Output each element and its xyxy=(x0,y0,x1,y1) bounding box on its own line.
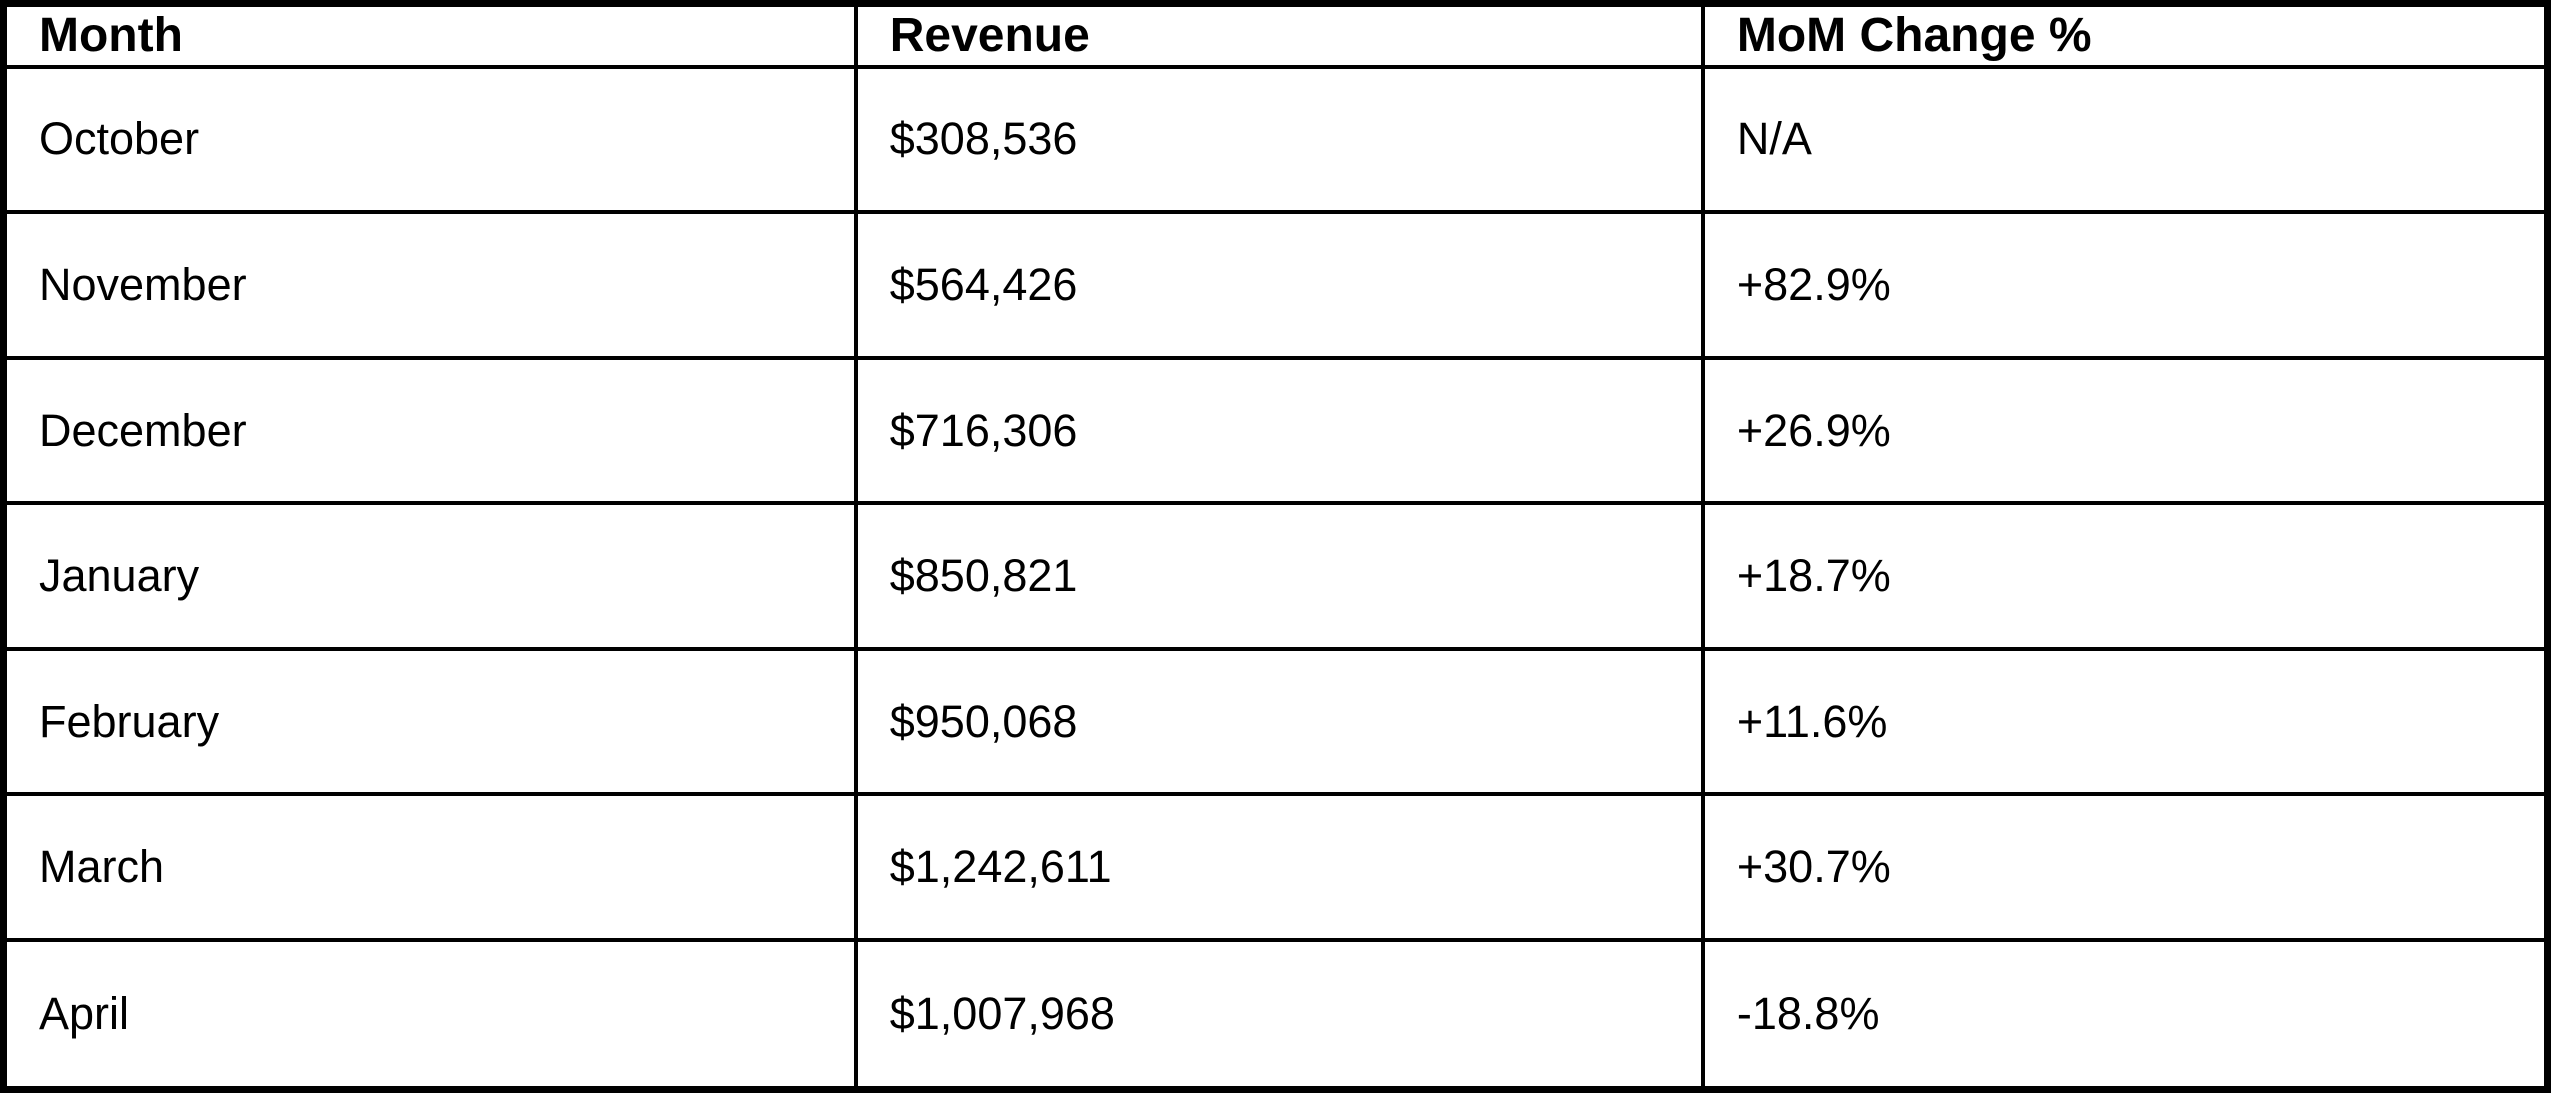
cell-month: February xyxy=(1,646,858,797)
cell-mom-change: +26.9% xyxy=(1700,355,2550,506)
table-row: January $850,821 +18.7% xyxy=(1,501,2550,651)
header-cell-revenue: Revenue xyxy=(853,1,1705,69)
table-row: March $1,242,611 +30.7% xyxy=(1,792,2550,943)
table-row: April $1,007,968 -18.8% xyxy=(1,938,2550,1092)
cell-mom-change: +11.6% xyxy=(1700,646,2550,797)
cell-month: April xyxy=(1,938,858,1092)
cell-mom-change: +82.9% xyxy=(1700,210,2550,360)
cell-month: December xyxy=(1,355,858,506)
cell-revenue: $716,306 xyxy=(853,355,1705,506)
cell-month: January xyxy=(1,501,858,651)
cell-mom-change: -18.8% xyxy=(1700,938,2550,1092)
cell-mom-change: N/A xyxy=(1700,64,2550,215)
table-row: December $716,306 +26.9% xyxy=(1,355,2550,506)
cell-revenue: $850,821 xyxy=(853,501,1705,651)
table-row: February $950,068 +11.6% xyxy=(1,646,2550,797)
cell-revenue: $308,536 xyxy=(853,64,1705,215)
cell-revenue: $1,242,611 xyxy=(853,792,1705,943)
cell-month: October xyxy=(1,64,858,215)
table-row: November $564,426 +82.9% xyxy=(1,210,2550,360)
cell-revenue: $564,426 xyxy=(853,210,1705,360)
cell-revenue: $1,007,968 xyxy=(853,938,1705,1092)
cell-month: November xyxy=(1,210,858,360)
table-row: October $308,536 N/A xyxy=(1,64,2550,215)
header-cell-month: Month xyxy=(1,1,858,69)
table-header-row: Month Revenue MoM Change % xyxy=(1,1,2550,69)
header-cell-mom-change: MoM Change % xyxy=(1700,1,2550,69)
cell-month: March xyxy=(1,792,858,943)
cell-mom-change: +18.7% xyxy=(1700,501,2550,651)
cell-revenue: $950,068 xyxy=(853,646,1705,797)
cell-mom-change: +30.7% xyxy=(1700,792,2550,943)
